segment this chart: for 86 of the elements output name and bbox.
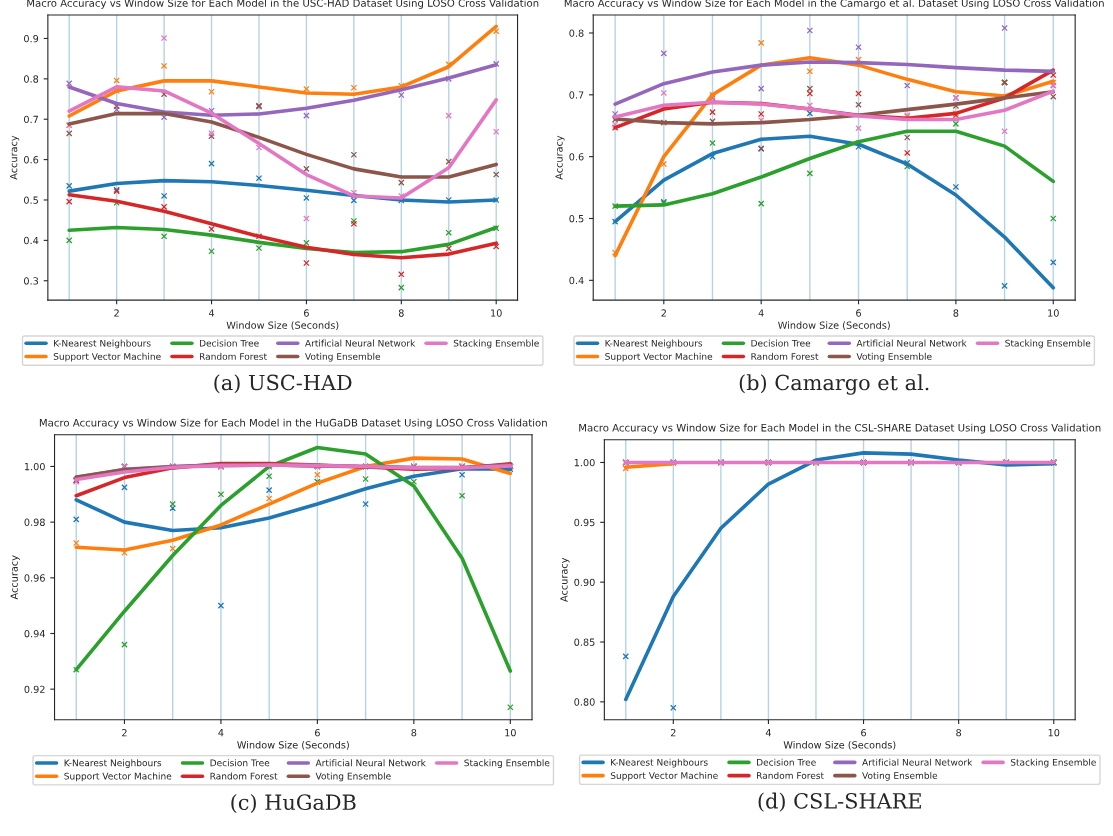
y-tick-label: 0.7	[569, 91, 584, 99]
x-tick-label: 2	[114, 309, 119, 317]
y-tick-label: 0.96	[24, 574, 45, 582]
legend-label: Voting Ensemble	[856, 352, 932, 362]
y-tick-label: 1.00	[24, 462, 45, 471]
x-tick-label: 4	[208, 309, 215, 317]
legend-label: K-Nearest Neighbours	[54, 339, 151, 349]
x-tick-label: 6	[861, 729, 867, 737]
legend-label: K-Nearest Neighbours	[605, 339, 703, 349]
legend-label: Decision Tree	[757, 758, 816, 766]
x-axis-title: Window Size (Seconds)	[783, 741, 896, 750]
y-tick-label: 0.6	[569, 153, 584, 161]
x-tick-label: 2	[670, 729, 676, 737]
x-tick-label: 4	[758, 309, 764, 317]
x-tick-label: 4	[765, 729, 771, 737]
y-tick-label: 0.8	[569, 29, 584, 37]
chart-title: Macro Accuracy vs Window Size for Each Model in the Camargo et al. Dataset Using LOSO Cross Validation	[564, 0, 1104, 9]
x-tick-label: 6	[304, 309, 309, 317]
y-tick-label: 0.4	[24, 236, 39, 245]
x-axis-title: Window Size (Seconds)	[226, 321, 339, 331]
y-tick-label: 0.3	[24, 277, 39, 285]
y-tick-label: 0.5	[569, 214, 584, 223]
legend-label: Artificial Neural Network	[856, 339, 967, 347]
x-tick-label: 6	[856, 309, 862, 317]
legend-label: Artificial Neural Network	[305, 339, 416, 347]
legend-label: Random Forest	[757, 771, 824, 779]
y-axis-title: Accuracy	[560, 557, 570, 602]
x-tick-label: 6	[314, 729, 320, 737]
legend-label: Random Forest	[751, 352, 819, 360]
legend-label: Random Forest	[199, 352, 267, 360]
x-tick-label: 8	[953, 309, 959, 317]
x-tick-label: 10	[491, 309, 502, 317]
text: (d) CSL-SHARE	[758, 792, 921, 812]
x-tick-label: 4	[218, 729, 224, 737]
legend-label: K-Nearest Neighbours	[64, 759, 162, 769]
legend-label: K-Nearest Neighbours	[611, 758, 708, 768]
legend-label: Support Vector Machine	[64, 772, 172, 782]
text: (c) HuGaDB	[231, 793, 356, 813]
x-tick-label: 8	[956, 729, 962, 737]
y-axis-title: Accuracy	[10, 135, 20, 180]
y-tick-label: 0.94	[24, 629, 45, 638]
y-axis-title: Accuracy	[555, 135, 565, 180]
y-tick-label: 0.95	[574, 518, 595, 527]
x-tick-label: 2	[122, 729, 127, 737]
text: (a) USC-HAD	[214, 374, 352, 394]
legend-label: Stacking Ensemble	[1005, 339, 1091, 349]
legend-label: Support Vector Machine	[610, 771, 718, 781]
chart-title: Macro Accuracy vs Window Size for Each Model in the USC-HAD Dataset Using LOSO Cross Validation	[27, 0, 539, 9]
legend-label: Voting Ensemble	[305, 352, 381, 362]
legend-label: Decision Tree	[210, 759, 270, 767]
y-tick-label: 0.98	[24, 518, 45, 526]
chart-title: Macro Accuracy vs Window Size for Each Model in the HuGaDB Dataset Using LOSO Cross Validation	[39, 418, 547, 429]
x-tick-label: 8	[411, 729, 417, 737]
y-tick-label: 1.00	[574, 458, 595, 467]
y-tick-label: 0.92	[24, 685, 45, 693]
legend-label: Artificial Neural Network	[315, 759, 426, 767]
legend-label: Stacking Ensemble	[453, 339, 539, 349]
legend-label: Random Forest	[210, 772, 278, 780]
legend-label: Voting Ensemble	[862, 771, 938, 781]
chart-title: Macro Accuracy vs Window Size for Each Model in the CSL-SHARE Dataset Using LOSO Cross Validation	[579, 423, 1101, 434]
y-tick-label: 0.80	[574, 698, 595, 706]
legend-label: Decision Tree	[751, 339, 811, 347]
x-axis-title: Window Size (Seconds)	[237, 741, 349, 750]
y-tick-label: 0.8	[24, 75, 39, 83]
legend-label: Support Vector Machine	[53, 352, 161, 362]
y-tick-label: 0.6	[24, 156, 39, 164]
text: (b) Camargo et al.	[739, 374, 929, 395]
x-tick-label: 10	[1048, 309, 1059, 317]
legend-label: Voting Ensemble	[315, 772, 391, 782]
y-tick-label: 0.85	[574, 638, 595, 646]
legend-label: Stacking Ensemble	[464, 759, 550, 769]
y-tick-label: 0.5	[24, 196, 38, 204]
legend-label: Stacking Ensemble	[1010, 758, 1096, 768]
y-axis-title: Accuracy	[10, 555, 20, 600]
x-tick-label: 10	[1048, 729, 1060, 737]
x-tick-label: 10	[505, 729, 516, 737]
legend-label: Support Vector Machine	[605, 352, 713, 362]
legend-label: Decision Tree	[199, 339, 259, 347]
y-tick-label: 0.4	[569, 276, 584, 285]
y-tick-label: 0.9	[24, 34, 39, 43]
y-tick-label: 0.90	[574, 578, 595, 586]
legend-label: Artificial Neural Network	[862, 758, 973, 766]
x-axis-title: Window Size (Seconds)	[778, 321, 890, 331]
y-tick-label: 0.7	[24, 115, 38, 124]
x-tick-label: 2	[661, 309, 666, 317]
x-tick-label: 8	[398, 309, 404, 317]
